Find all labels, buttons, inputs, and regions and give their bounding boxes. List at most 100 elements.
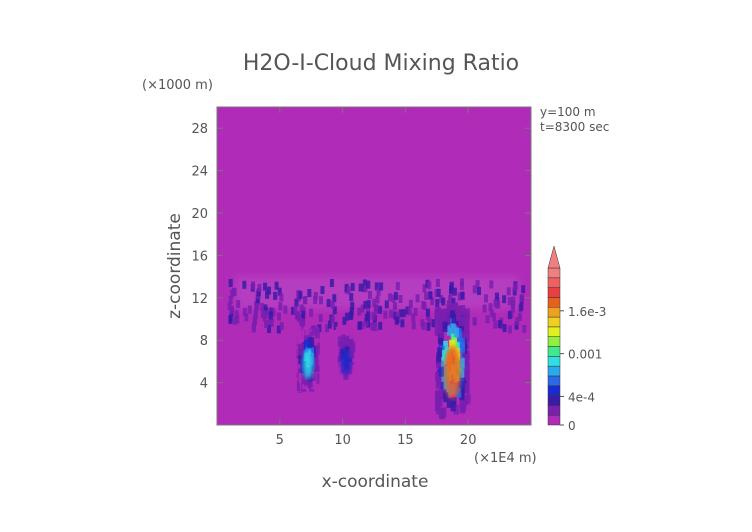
cloud-cell (438, 332, 444, 343)
colorbar-swatch (547, 267, 561, 279)
cloud-cell (309, 346, 315, 357)
cloud-cell (459, 338, 465, 349)
cloud-cell (512, 287, 517, 296)
colorbar-label: 1.6e-3 (568, 305, 606, 319)
cloud-cell (457, 292, 462, 301)
cloud-cell (349, 293, 354, 302)
cloud-cell (493, 299, 498, 308)
cloud-cell (482, 304, 487, 313)
cloud-cell (434, 289, 439, 298)
cloud-cell (318, 314, 323, 323)
cloud-cell (309, 337, 315, 348)
cloud-cell (464, 339, 470, 350)
cloud-cell (325, 324, 330, 333)
cloud-region-right-core (434, 303, 471, 420)
cloud-cell (460, 382, 466, 393)
cloud-cell (449, 282, 454, 291)
cloud-cell (450, 401, 456, 412)
cloud-cell (427, 281, 432, 290)
cloud-cell (453, 404, 459, 415)
cloud-cell (460, 305, 466, 316)
cloud-cell (283, 305, 288, 314)
cloud-cell (496, 300, 501, 309)
cloud-cell (345, 377, 351, 388)
cloud-cell (242, 280, 247, 289)
cloud-cell (276, 325, 281, 334)
cloud-cell (279, 322, 284, 331)
cloud-cell (307, 289, 312, 298)
cloud-cell (464, 362, 470, 373)
cloud-cell (336, 361, 342, 372)
cloud-cell (332, 306, 337, 315)
cloud-cell (320, 286, 325, 295)
x-tick-label: 5 (276, 433, 284, 448)
cloud-cell (379, 282, 384, 291)
cloud-cell (300, 329, 306, 340)
cloud-cell (394, 316, 399, 325)
cloud-cell (398, 309, 403, 318)
cloud-cell (407, 307, 412, 316)
cloud-cell (511, 296, 516, 305)
y-tick-label: 4 (200, 377, 208, 392)
x-tick-label: 10 (334, 433, 351, 448)
plot-frame (216, 106, 532, 426)
cloud-cell (312, 335, 318, 346)
cloud-cell (435, 371, 441, 382)
cloud-cell (227, 302, 232, 311)
cloud-cell (232, 287, 237, 296)
cloud-cell (443, 392, 449, 403)
cloud-cell (236, 299, 241, 308)
cloud-cell (343, 336, 349, 347)
cloud-cell (333, 321, 338, 330)
cloud-cell (400, 319, 405, 328)
cloud-cell (383, 310, 388, 319)
cloud-cell (464, 308, 470, 319)
cloud-cell (371, 312, 376, 321)
colorbar-label: 0 (568, 419, 576, 433)
cloud-cell (456, 387, 462, 398)
cloud-cell (230, 289, 235, 298)
cloud-cell (464, 350, 470, 361)
cloud-core-middle-core (340, 348, 352, 375)
cloud-region-middle-core (333, 325, 358, 388)
x-axis: 5 10 15 20 (276, 107, 476, 448)
cloud-cell (450, 323, 456, 334)
cloud-cell (450, 340, 456, 351)
cloud-cell (477, 287, 482, 296)
cloud-cell (352, 377, 358, 388)
cloud-cell (366, 300, 371, 309)
cloud-cell (291, 306, 296, 315)
cloud-cell (296, 290, 301, 299)
cloud-cell (513, 282, 518, 291)
colorbar-swatch (547, 414, 561, 426)
cloud-cell (337, 374, 343, 385)
cloud-cell (326, 299, 331, 308)
cloud-cell (293, 306, 298, 315)
cloud-cell (304, 375, 310, 386)
cloud-cell (455, 341, 461, 352)
cloud-cell (459, 324, 465, 335)
cloud-cell (384, 300, 389, 309)
y-tick-label: 8 (200, 334, 208, 349)
cloud-cell (460, 403, 466, 414)
cloud-cell (296, 313, 301, 322)
colorbar-swatch (547, 405, 561, 416)
cloud-cell (389, 309, 394, 318)
cloud-cell (309, 308, 314, 317)
cloud-core-right-core (443, 345, 462, 399)
cloud-cell (427, 317, 432, 326)
cloud-cell (273, 291, 278, 300)
cloud-cell (333, 345, 339, 356)
cloud-cell (342, 316, 347, 325)
cloud-cell (441, 349, 447, 360)
cloud-cell (451, 313, 457, 324)
cloud-cell (364, 318, 369, 327)
cloud-cell (301, 306, 306, 315)
cloud-cell (425, 308, 430, 317)
cloud-cell (439, 295, 444, 304)
cloud-cell (507, 297, 512, 306)
cloud-cell (408, 299, 413, 308)
cloud-cell (298, 373, 304, 384)
cloud-cell (360, 304, 365, 313)
